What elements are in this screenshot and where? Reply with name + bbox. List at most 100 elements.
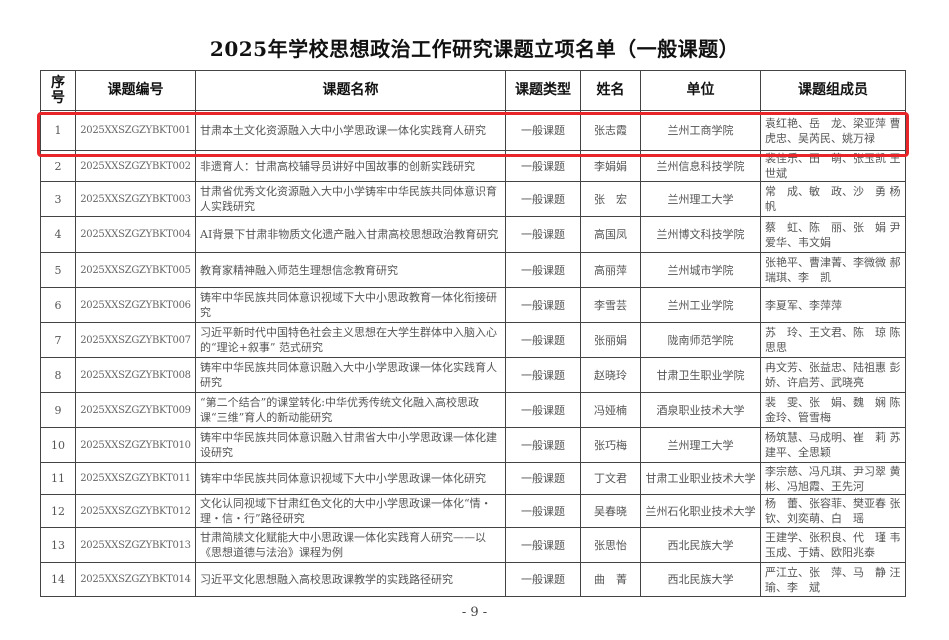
- header-person: 姓名: [580, 70, 641, 111]
- members: 王建学、张积良、代 瑾 韦玉成、于婧、欧阳兆泰: [760, 527, 906, 563]
- row-number: 13: [40, 527, 76, 563]
- project-code: 2025XXSZGZYBKT004: [75, 216, 196, 253]
- unit: 兰州博文科技学院: [640, 216, 761, 253]
- unit: 兰州工业学院: [640, 287, 761, 323]
- project-type: 一般课题: [505, 216, 581, 253]
- row-number: 10: [40, 427, 76, 463]
- members: 严江立、张 萍、马 静 汪 瑜、李 斌: [760, 562, 912, 597]
- lead-person: 张 宏: [580, 181, 641, 217]
- table-row: 8 2025XXSZGZYBKT008 铸牢中华民族共同体意识融入大中小学思政课一体…: [40, 357, 912, 393]
- project-type: 一般课题: [505, 181, 581, 217]
- project-name: 铸牢中华民族共同体意识融入大中小学思政课一体化实践育人研究: [195, 357, 506, 393]
- table-row: 1 2025XXSZGZYBKT001 甘肃本土文化资源融入大中小学思政课一体化实践…: [40, 110, 906, 151]
- project-name: 非遗育人：甘肃高校辅导员讲好中国故事的创新实践研究: [195, 150, 506, 182]
- unit: 兰州工商学院: [640, 110, 761, 151]
- project-type: 一般课题: [505, 287, 581, 323]
- table-row: 5 2025XXSZGZYBKT005 教育家精神融入师范生理想信念教育研究 一般课题…: [40, 252, 906, 288]
- row-number: 11: [40, 462, 76, 495]
- lead-person: 高国凤: [580, 216, 641, 253]
- unit: 兰州石化职业技术大学: [640, 494, 761, 528]
- unit: 甘肃卫生职业学院: [640, 357, 761, 393]
- unit: 甘肃工业职业技术大学: [640, 462, 761, 495]
- project-type: 一般课题: [505, 427, 581, 463]
- table-row: 11 2025XXSZGZYBKT011 铸牢中华民族共同体意识视域下大中小学思政课…: [40, 462, 912, 495]
- unit: 兰州信息科技学院: [640, 150, 761, 182]
- members: 袁红艳、岳 龙、梁亚萍 曹虎忠、吴芮民、姚万禄: [760, 110, 906, 151]
- table-row: 3 2025XXSZGZYBKT003 甘肃省优秀文化资源融入大中小学铸牢中华民族共…: [40, 181, 912, 217]
- project-list-table: 序号 课题编号 课题名称 课题类型 姓名 单位 课题组成员 1 2025XXSZG…: [40, 70, 912, 597]
- lead-person: 曲 菁: [580, 562, 641, 597]
- project-name: 教育家精神融入师范生理想信念教育研究: [195, 252, 506, 288]
- lead-person: 李雪芸: [580, 287, 641, 323]
- members: 杨 蕾、张容菲、樊亚春 张 钦、刘奕萌、白 瑶: [760, 494, 912, 528]
- project-code: 2025XXSZGZYBKT008: [75, 357, 196, 393]
- project-code: 2025XXSZGZYBKT012: [75, 494, 196, 528]
- members: 裴佳乐、田 萌、张玉凯 王世斌: [760, 150, 906, 182]
- members: 李宗慈、冯凡琪、尹习翠 黄 彬、冯旭霞、王先河: [760, 462, 912, 495]
- project-code: 2025XXSZGZYBKT011: [75, 462, 196, 495]
- lead-person: 吴春晓: [580, 494, 641, 528]
- table-row: 10 2025XXSZGZYBKT010 铸牢中华民族共同体意识融入甘肃省大中小学思…: [40, 427, 906, 463]
- unit: 酒泉职业技术大学: [640, 392, 761, 428]
- project-name: 铸牢中华民族共同体意识视域下大中小思政教育一体化衔接研究: [195, 287, 506, 323]
- table-row: 4 2025XXSZGZYBKT004 AI背景下甘肃非物质文化遗产融入甘肃高校思想…: [40, 216, 906, 253]
- project-code: 2025XXSZGZYBKT006: [75, 287, 196, 323]
- lead-person: 丁文君: [580, 462, 641, 495]
- table-row: 7 2025XXSZGZYBKT007 习近平新时代中国特色社会主义思想在大学生群体…: [40, 322, 906, 358]
- project-name: 甘肃简牍文化赋能大中小思政课一体化实践育人研究——以《思想道德与法治》课程为例: [195, 527, 506, 563]
- project-name: 铸牢中华民族共同体意识视域下大中小学思政课一体化研究: [195, 462, 506, 495]
- row-number: 8: [40, 357, 76, 393]
- header-unit: 单位: [640, 70, 761, 111]
- lead-person: 赵晓玲: [580, 357, 641, 393]
- members: 张艳平、曹津菁、李微微 郝瑞琪、李 凯: [760, 252, 906, 288]
- members: 李夏军、李萍萍: [760, 287, 906, 323]
- header-name: 课题名称: [195, 70, 506, 111]
- row-number: 14: [40, 562, 76, 597]
- table-row: 9 2025XXSZGZYBKT009 “第二个结合”的课堂转化:中华优秀传统文化融…: [40, 392, 906, 428]
- project-type: 一般课题: [505, 392, 581, 428]
- unit: 陇南师范学院: [640, 322, 761, 358]
- project-code: 2025XXSZGZYBKT014: [75, 562, 196, 597]
- unit: 兰州理工大学: [640, 181, 761, 217]
- unit: 兰州城市学院: [640, 252, 761, 288]
- project-name: 文化认同视域下甘肃红色文化的大中小学思政课一体化“情・理・信・行”路径研究: [195, 494, 506, 528]
- row-number: 12: [40, 494, 76, 528]
- project-name: 铸牢中华民族共同体意识融入甘肃省大中小学思政课一体化建设研究: [195, 427, 506, 463]
- row-number: 4: [40, 216, 76, 253]
- project-type: 一般课题: [505, 252, 581, 288]
- lead-person: 冯娅楠: [580, 392, 641, 428]
- lead-person: 高丽萍: [580, 252, 641, 288]
- project-name: 习近平文化思想融入高校思政课教学的实践路径研究: [195, 562, 506, 597]
- project-code: 2025XXSZGZYBKT009: [75, 392, 196, 428]
- project-code: 2025XXSZGZYBKT005: [75, 252, 196, 288]
- members: 苏 玲、王文君、陈 琼 陈思思: [760, 322, 906, 358]
- table-header-row: 序号 课题编号 课题名称 课题类型 姓名 单位 课题组成员: [40, 70, 906, 111]
- lead-person: 李娟娟: [580, 150, 641, 182]
- header-type: 课题类型: [505, 70, 581, 111]
- lead-person: 张志霞: [580, 110, 641, 151]
- project-code: 2025XXSZGZYBKT007: [75, 322, 196, 358]
- project-type: 一般课题: [505, 150, 581, 182]
- project-code: 2025XXSZGZYBKT003: [75, 181, 196, 217]
- project-type: 一般课题: [505, 110, 581, 151]
- header-code: 课题编号: [75, 70, 196, 111]
- row-number: 3: [40, 181, 76, 217]
- project-type: 一般课题: [505, 562, 581, 597]
- members: 杨筑慧、马成明、崔 莉 苏建平、全思颖: [760, 427, 906, 463]
- unit: 西北民族大学: [640, 527, 761, 563]
- row-number: 2: [40, 150, 76, 182]
- project-name: AI背景下甘肃非物质文化遗产融入甘肃高校思想政治教育研究: [195, 216, 506, 253]
- project-code: 2025XXSZGZYBKT002: [75, 150, 196, 182]
- project-type: 一般课题: [505, 527, 581, 563]
- row-number: 7: [40, 322, 76, 358]
- project-type: 一般课题: [505, 462, 581, 495]
- project-name: 甘肃省优秀文化资源融入大中小学铸牢中华民族共同体意识育人实践研究: [195, 181, 506, 217]
- members: 蔡 虹、陈 丽、张 娟 尹爱华、韦文娟: [760, 216, 906, 253]
- row-number: 9: [40, 392, 76, 428]
- project-type: 一般课题: [505, 357, 581, 393]
- members: 裴 雯、张 娟、魏 娴 陈金玲、管雪梅: [760, 392, 906, 428]
- header-members: 课题组成员: [760, 70, 906, 111]
- unit: 西北民族大学: [640, 562, 761, 597]
- project-code: 2025XXSZGZYBKT010: [75, 427, 196, 463]
- lead-person: 张丽娟: [580, 322, 641, 358]
